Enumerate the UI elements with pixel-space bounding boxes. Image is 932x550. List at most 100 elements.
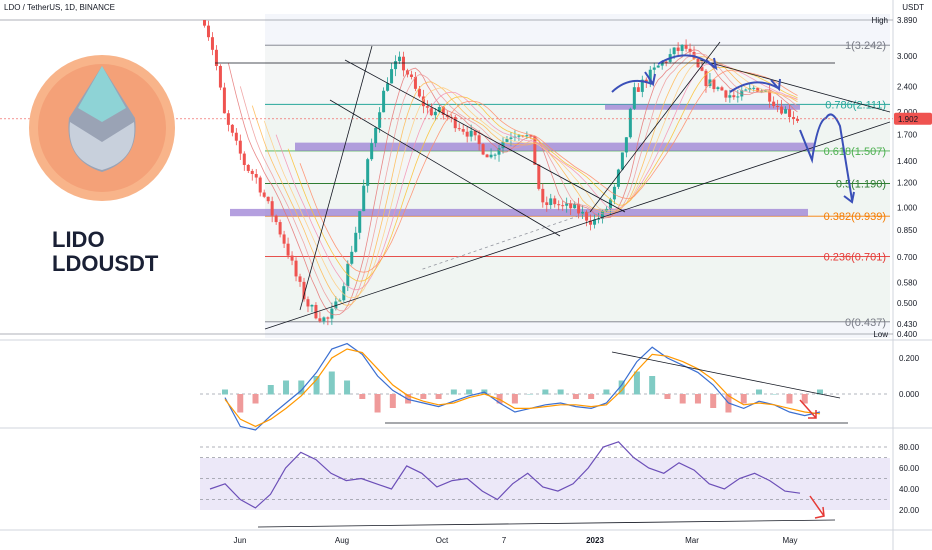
- macd-histogram-bar: [435, 394, 442, 399]
- ticker-title: LIDO LDOUSDT: [52, 228, 158, 276]
- y-tick-label-4: 1.700: [897, 130, 918, 139]
- candle-body: [788, 109, 792, 118]
- lido-drop-bottom: [69, 122, 135, 170]
- macd-histogram-bar: [374, 394, 381, 413]
- candle-body: [545, 202, 549, 206]
- candle-body: [728, 95, 732, 98]
- candle-body: [318, 318, 322, 322]
- candle-body: [421, 96, 425, 107]
- candle-body: [581, 211, 585, 214]
- candle-body: [354, 232, 358, 252]
- candle-body: [501, 141, 505, 149]
- candle-body: [306, 299, 310, 307]
- symbol-header: LDO / TetherUS, 1D, BINANCE: [4, 3, 115, 12]
- candle-body: [437, 106, 441, 112]
- candle-body: [330, 308, 334, 319]
- candle-body: [461, 129, 465, 132]
- candle-body: [533, 136, 537, 165]
- y-tick-label-1: 3.000: [897, 52, 918, 61]
- candle-body: [465, 131, 469, 137]
- y-tick-label-8: 0.850: [897, 226, 918, 235]
- macd-histogram-bar: [633, 371, 640, 395]
- macd-signal-line: [224, 348, 821, 428]
- candle-body: [672, 47, 676, 55]
- macd-trend-line: [611, 351, 841, 399]
- x-tick-label-0: Jun: [234, 536, 247, 545]
- candle-body: [250, 170, 254, 175]
- last-price-badge: [894, 112, 932, 125]
- candle-body: [210, 37, 214, 50]
- candle-body: [632, 87, 636, 109]
- candle-body: [780, 106, 784, 114]
- candle-body: [366, 159, 370, 186]
- candle-body: [517, 135, 521, 137]
- rsi-down-arrow: [809, 495, 825, 519]
- macd-y-tick-0: 0.200: [899, 354, 920, 363]
- candle-body: [374, 127, 378, 144]
- candle-body: [453, 117, 457, 129]
- candle-body: [326, 317, 330, 319]
- candle-body: [541, 188, 545, 203]
- resistance-arc-2: [729, 81, 779, 93]
- candle-body: [350, 251, 354, 264]
- arc-arrow-1: [705, 57, 718, 71]
- candle-body: [254, 174, 258, 178]
- ma-ribbon-line-2: [251, 56, 798, 306]
- candle-body: [593, 219, 597, 225]
- candle-body: [382, 90, 386, 113]
- ma-ribbon-line-6: [299, 70, 798, 273]
- candle-body: [485, 154, 489, 158]
- candle-body: [258, 177, 262, 193]
- x-tick-label-2: Oct: [436, 536, 449, 545]
- candle-body: [796, 118, 800, 121]
- x-tick-label-3: 7: [502, 536, 507, 545]
- macd-histogram-bar: [267, 385, 274, 395]
- x-tick-label-6: May: [782, 536, 797, 545]
- candle-body: [493, 154, 497, 156]
- candle-body: [489, 154, 493, 158]
- candle-body: [557, 204, 561, 206]
- macd-line: [224, 342, 821, 431]
- candle-body: [425, 106, 429, 108]
- arc-arrow-2: [770, 78, 781, 92]
- candle-body: [601, 211, 604, 219]
- candle-body: [660, 61, 664, 66]
- fib-zone: [265, 256, 890, 322]
- ma-ribbon-line-5: [287, 66, 798, 282]
- candle-body: [413, 76, 417, 89]
- candle-body: [290, 255, 294, 261]
- y-tick-label-10: 0.580: [897, 279, 918, 288]
- trend-line-1: [329, 99, 561, 237]
- candle-body: [640, 79, 644, 92]
- candle-body: [270, 201, 274, 216]
- macd-histogram-bar: [298, 380, 305, 395]
- candle-body: [589, 220, 593, 225]
- candle-body: [740, 90, 744, 97]
- candle-body: [206, 25, 210, 38]
- trend-line-6: [699, 59, 891, 113]
- macd-histogram-bar: [588, 394, 595, 399]
- macd-y-tick-1: 0.000: [899, 390, 920, 399]
- candle-body: [481, 144, 485, 155]
- candle-body: [664, 61, 668, 63]
- candle-body: [282, 234, 286, 244]
- candle-body: [417, 88, 421, 97]
- candle-body: [298, 276, 302, 282]
- x-tick-label-5: Mar: [685, 536, 699, 545]
- trend-line-4: [589, 41, 721, 213]
- rsi-line: [209, 441, 801, 509]
- candle-body: [636, 87, 640, 92]
- ticker-name: LIDO: [52, 227, 105, 252]
- candle-body: [457, 128, 461, 130]
- candle-body: [792, 117, 796, 119]
- candle-body: [612, 186, 616, 200]
- trend-line-5: [299, 45, 373, 311]
- trend-line-0: [264, 121, 891, 330]
- rsi-trend-line: [257, 519, 836, 528]
- candle-body: [744, 89, 748, 91]
- fib-label-6: 0(0.437): [845, 317, 886, 329]
- macd-histogram-bar: [542, 389, 549, 395]
- candle-body: [561, 205, 565, 207]
- macd-histogram-bar: [786, 394, 793, 404]
- macd-histogram-bar: [222, 389, 228, 395]
